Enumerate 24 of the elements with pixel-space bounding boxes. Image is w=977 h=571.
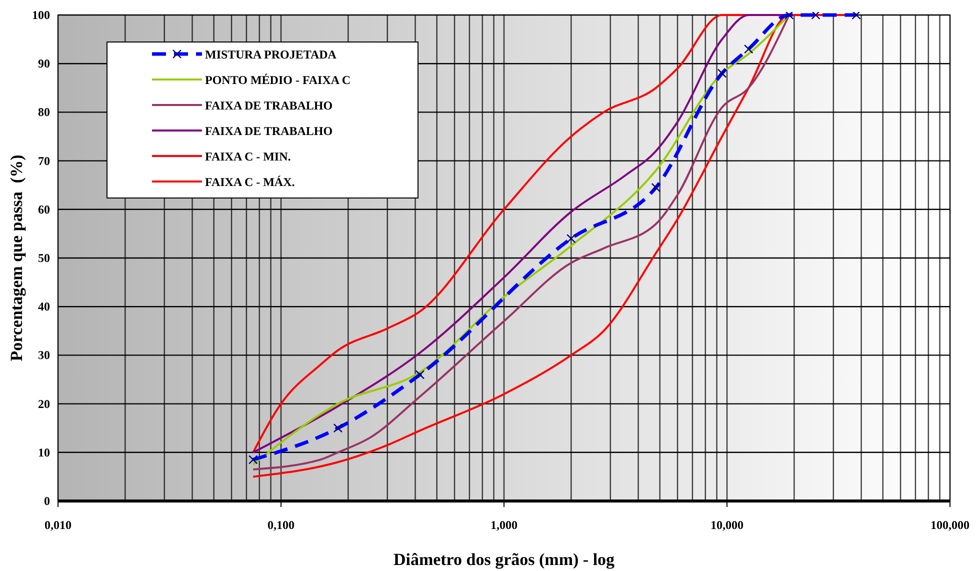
y-tick-label: 100 [32, 8, 50, 22]
legend-label: FAIXA DE TRABALHO [205, 124, 333, 138]
x-tick-label: 100,000 [930, 518, 970, 532]
x-tick-label: 1,000 [490, 518, 518, 532]
y-tick-label: 50 [38, 251, 50, 265]
legend-label: FAIXA C - MÁX. [205, 175, 295, 189]
y-tick-label: 60 [38, 202, 50, 216]
y-tick-label: 70 [38, 154, 50, 168]
y-tick-label: 20 [38, 396, 50, 411]
y-tick-label: 90 [38, 56, 50, 71]
x-tick-label: 0,010 [44, 518, 72, 532]
x-tick-label: 0,100 [268, 518, 294, 532]
legend-label: FAIXA DE TRABALHO [205, 98, 333, 112]
x-tick-label: 10,000 [710, 518, 744, 532]
legend-label: PONTO MÉDIO - FAIXA C [205, 73, 351, 87]
x-axis-title: Diâmetro dos grãos (mm) - log [393, 550, 616, 569]
y-tick-label: 30 [38, 348, 50, 362]
y-tick-label: 40 [38, 300, 50, 314]
legend-label: FAIXA C - MIN. [205, 150, 291, 164]
y-tick-label: 0 [44, 494, 50, 508]
y-axis-title: Porcentagem que passa (%) [7, 154, 26, 362]
y-tick-label: 80 [38, 105, 50, 120]
y-tick-label: 10 [38, 445, 50, 460]
legend-label: MISTURA PROJETADA [205, 48, 337, 62]
